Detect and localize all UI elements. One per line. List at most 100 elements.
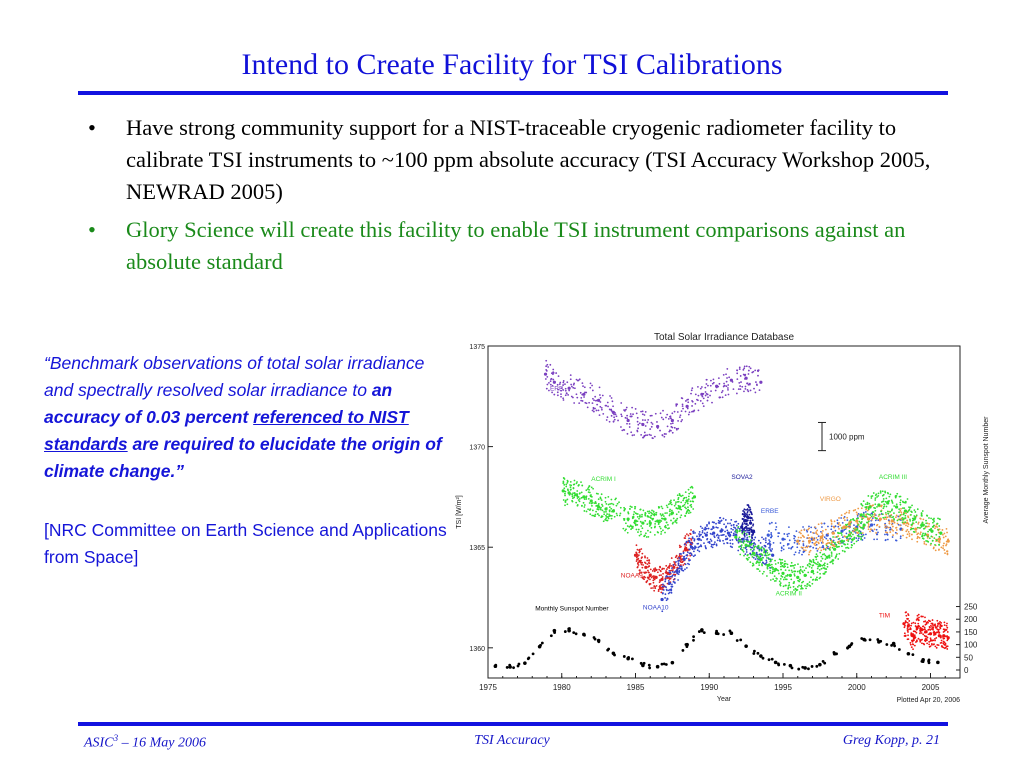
data-point bbox=[628, 422, 631, 425]
data-point bbox=[891, 536, 894, 538]
data-point bbox=[707, 384, 709, 387]
data-point bbox=[730, 631, 734, 635]
data-point bbox=[690, 506, 693, 508]
data-point bbox=[837, 558, 840, 560]
data-point bbox=[610, 414, 613, 417]
data-point bbox=[678, 557, 681, 559]
data-point bbox=[899, 537, 902, 540]
data-point bbox=[808, 581, 811, 584]
data-point bbox=[655, 511, 658, 514]
data-point bbox=[855, 511, 858, 514]
data-point bbox=[804, 584, 806, 587]
data-point bbox=[885, 643, 889, 646]
data-point bbox=[747, 515, 749, 518]
data-point bbox=[900, 507, 902, 510]
data-point bbox=[943, 621, 946, 624]
data-point bbox=[915, 640, 918, 643]
data-point bbox=[617, 419, 619, 422]
data-point bbox=[672, 580, 675, 583]
data-point bbox=[939, 642, 942, 644]
data-point bbox=[790, 569, 793, 572]
data-point bbox=[834, 525, 837, 528]
data-point bbox=[596, 403, 599, 406]
data-point bbox=[889, 493, 892, 496]
data-point bbox=[680, 397, 683, 399]
data-point bbox=[902, 513, 905, 516]
data-point bbox=[615, 497, 617, 500]
data-point bbox=[828, 556, 831, 559]
data-point bbox=[816, 529, 819, 532]
data-point bbox=[648, 559, 650, 561]
data-point bbox=[751, 551, 756, 555]
data-point bbox=[705, 383, 708, 385]
data-point bbox=[835, 652, 838, 656]
data-point bbox=[705, 527, 708, 530]
data-point bbox=[814, 555, 817, 558]
data-point bbox=[680, 420, 683, 423]
data-point bbox=[668, 569, 671, 572]
data-point bbox=[778, 572, 780, 575]
data-point bbox=[912, 621, 915, 624]
data-point bbox=[920, 632, 923, 634]
data-point bbox=[801, 570, 804, 573]
data-point bbox=[655, 513, 658, 516]
data-point bbox=[678, 571, 681, 574]
data-point bbox=[764, 537, 767, 540]
data-point bbox=[750, 546, 753, 549]
data-point bbox=[933, 537, 936, 540]
data-point bbox=[779, 577, 782, 580]
data-point bbox=[929, 626, 931, 629]
data-point bbox=[644, 555, 646, 558]
data-point bbox=[606, 416, 609, 419]
data-point bbox=[671, 431, 674, 434]
data-point bbox=[771, 558, 773, 561]
data-point bbox=[626, 525, 629, 527]
data-point bbox=[677, 496, 680, 499]
data-point bbox=[928, 628, 930, 631]
data-point bbox=[923, 634, 926, 637]
data-point bbox=[853, 536, 856, 539]
data-point bbox=[945, 527, 948, 530]
data-point bbox=[907, 515, 909, 518]
data-point bbox=[588, 401, 591, 404]
data-point bbox=[859, 535, 861, 538]
data-point bbox=[904, 620, 907, 622]
data-point bbox=[688, 537, 691, 540]
data-point bbox=[869, 506, 872, 509]
data-point bbox=[691, 537, 694, 540]
data-point bbox=[653, 513, 656, 515]
data-point bbox=[794, 551, 797, 554]
data-point bbox=[671, 585, 674, 588]
data-point bbox=[895, 529, 898, 531]
data-point bbox=[915, 631, 918, 634]
data-point bbox=[798, 584, 801, 587]
data-point bbox=[630, 506, 633, 508]
data-point bbox=[698, 550, 701, 553]
series-label: ACRIM II bbox=[776, 591, 803, 598]
data-point bbox=[880, 501, 883, 503]
data-point bbox=[656, 427, 659, 429]
data-point bbox=[823, 522, 826, 525]
data-point bbox=[603, 513, 606, 516]
data-point bbox=[630, 657, 634, 661]
data-point bbox=[912, 630, 915, 633]
data-point bbox=[642, 509, 645, 512]
data-point bbox=[939, 624, 942, 627]
data-point bbox=[780, 549, 783, 552]
data-point bbox=[861, 504, 864, 507]
data-point bbox=[772, 541, 775, 544]
data-point bbox=[680, 565, 683, 568]
data-point bbox=[687, 534, 690, 537]
data-point bbox=[784, 538, 786, 541]
data-point bbox=[744, 512, 747, 515]
data-point bbox=[743, 511, 746, 514]
data-point bbox=[938, 544, 941, 546]
data-point bbox=[737, 388, 740, 391]
data-point bbox=[613, 653, 616, 657]
data-point bbox=[937, 517, 939, 520]
data-point bbox=[703, 542, 705, 544]
data-point bbox=[758, 547, 760, 550]
data-point bbox=[865, 533, 867, 536]
data-point bbox=[628, 525, 631, 528]
data-point bbox=[688, 559, 690, 562]
